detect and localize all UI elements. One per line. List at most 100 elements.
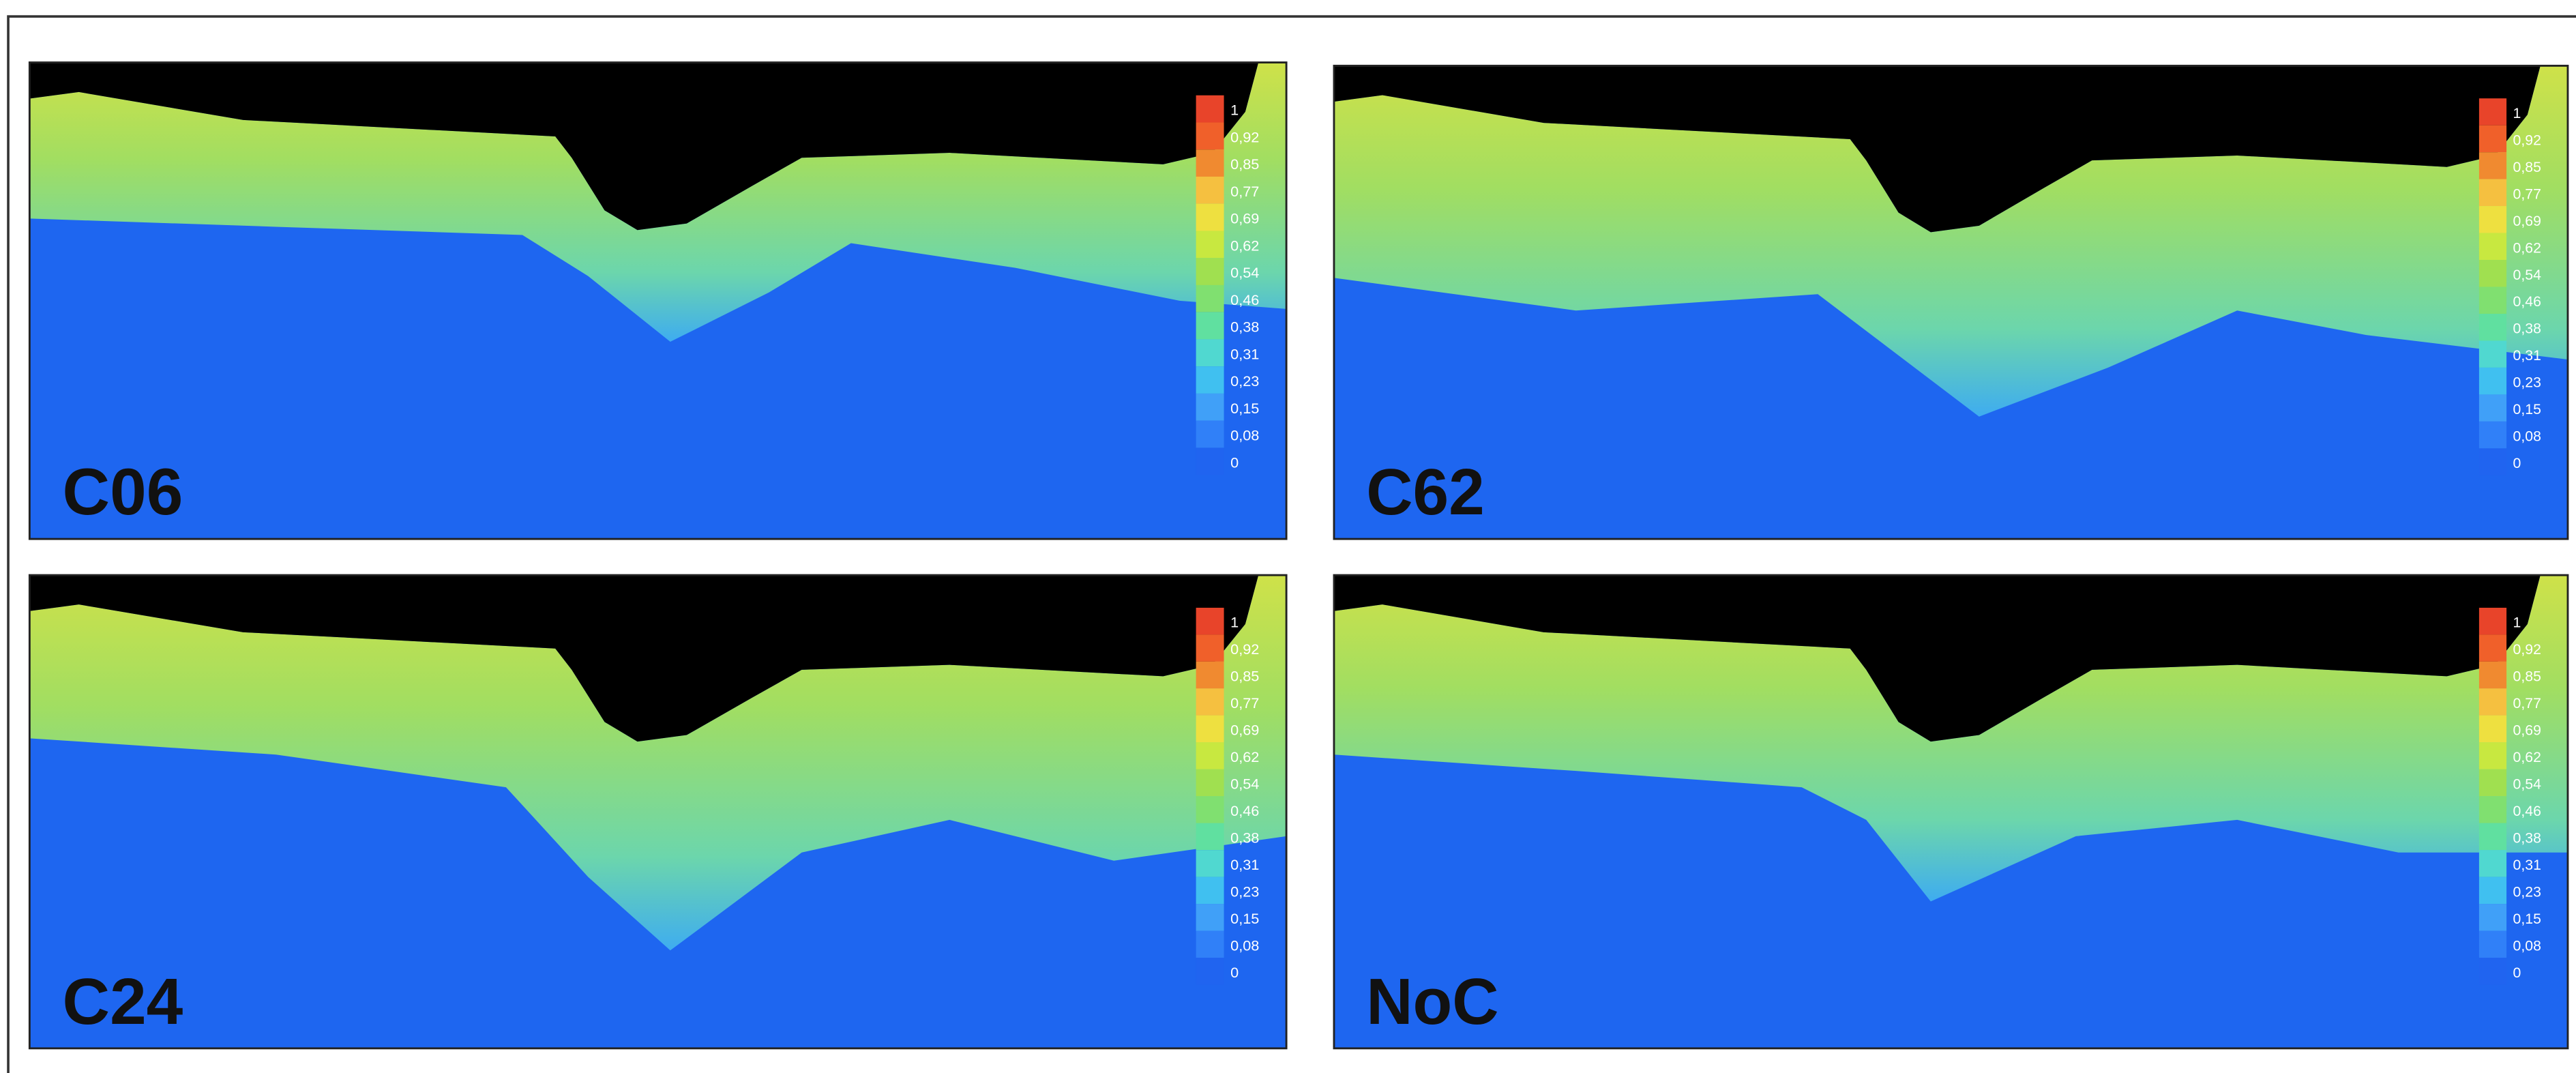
colorbar-label: 0 (1230, 964, 1239, 981)
colorbar-label: 0,77 (1230, 694, 1259, 711)
colorbar-swatch (1196, 231, 1224, 258)
colorbar-label: 0,85 (2513, 159, 2541, 175)
colorbar-label: 0,08 (1230, 427, 1259, 444)
colorbar-label: 0,23 (1230, 372, 1259, 389)
colorbar-swatch (1196, 339, 1224, 366)
colorbar-label: 0,23 (2513, 374, 2541, 391)
colorbar-label: 0,31 (2513, 347, 2541, 364)
colorbar-swatch (1196, 931, 1224, 958)
colorbar-swatch (1196, 688, 1224, 715)
colorbar-swatch (2479, 394, 2506, 421)
colorbar-label: 0,92 (2513, 641, 2541, 658)
panel-label: NoC (1366, 965, 1498, 1038)
colorbar-label: 0,15 (2513, 911, 2541, 927)
colorbar-label: 0,77 (2513, 695, 2541, 711)
colorbar-swatch (1196, 769, 1224, 796)
colorbar-label: 0,54 (1230, 264, 1259, 281)
page: C06 1 0,92 0,85 0,77 0,69 0,62 0,54 0,46 0,38 0,31… (0, 0, 2576, 1073)
panel-label: C62 (1366, 456, 1485, 529)
colorbar-label: 0,46 (2513, 803, 2541, 819)
colorbar-swatch (2479, 742, 2506, 769)
colorbar-swatch (2479, 126, 2506, 152)
colorbar-swatch (1196, 312, 1224, 340)
colorbar-label: 0,69 (1230, 722, 1259, 739)
colorbar-label: 1 (1230, 614, 1239, 631)
colorbar-swatch (2479, 422, 2506, 448)
colorbar-label: 0,38 (1230, 319, 1259, 336)
colorbar-swatch (1196, 285, 1224, 312)
colorbar-swatch (1196, 958, 1224, 984)
colorbar-label: 0,23 (1230, 883, 1259, 900)
colorbar-swatch (1196, 394, 1224, 421)
colorbar-swatch (2479, 608, 2506, 634)
colorbar-swatch (2479, 206, 2506, 233)
colorbar-swatch (2479, 368, 2506, 394)
colorbar-swatch (2479, 179, 2506, 206)
colorbar-swatch (1196, 258, 1224, 285)
colorbar-label: 0,85 (1230, 668, 1259, 685)
colorbar-swatch (2479, 314, 2506, 340)
colorbar-label: 0,31 (1230, 345, 1259, 362)
figure: C06 1 0,92 0,85 0,77 0,69 0,62 0,54 0,46 0,38 0,31… (0, 0, 2576, 1073)
colorbar-swatch (1196, 149, 1224, 177)
colorbar-label: 0,38 (2513, 321, 2541, 337)
colorbar-label: 0,15 (1230, 910, 1259, 927)
colorbar-swatch (1196, 742, 1224, 769)
colorbar-label: 1 (1230, 102, 1239, 119)
map-panel: NoC10,920,850,770,690,620,540,460,380,31… (1334, 575, 2568, 1048)
colorbar-swatch (1196, 421, 1224, 448)
colorbar-label: 0,08 (2513, 428, 2541, 444)
colorbar-swatch (2479, 716, 2506, 742)
colorbar-label: 0,23 (2513, 883, 2541, 900)
colorbar-label: 0,77 (1230, 183, 1259, 200)
colorbar-label: 0,15 (2513, 401, 2541, 417)
colorbar-label: 0,38 (1230, 829, 1259, 846)
colorbar-label: 0 (2513, 965, 2521, 981)
colorbar-label: 0,92 (1230, 128, 1259, 145)
colorbar-swatch (2479, 904, 2506, 930)
colorbar-label: 0,69 (1230, 210, 1259, 227)
colorbar-label: 0,54 (2513, 776, 2541, 792)
colorbar-swatch (1196, 204, 1224, 231)
colorbar-label: 0,92 (1230, 641, 1259, 658)
colorbar-swatch (1196, 95, 1224, 123)
colorbar-swatch (1196, 177, 1224, 204)
colorbar-label: 0,85 (2513, 668, 2541, 684)
colorbar-swatch (2479, 287, 2506, 314)
colorbar-label: 0,62 (2513, 239, 2541, 256)
colorbar-swatch (1196, 823, 1224, 850)
colorbar-label: 0,85 (1230, 156, 1259, 173)
colorbar-swatch (2479, 823, 2506, 850)
colorbar-label: 0 (2513, 455, 2521, 471)
panel-label: C06 (63, 456, 183, 529)
colorbar-swatch (2479, 98, 2506, 125)
colorbar-label: 0,15 (1230, 400, 1259, 417)
colorbar-label: 0 (1230, 454, 1239, 471)
colorbar-label: 0,38 (2513, 829, 2541, 846)
colorbar-swatch (2479, 340, 2506, 367)
colorbar-swatch (2479, 233, 2506, 260)
colorbar-label: 0,46 (1230, 802, 1259, 819)
colorbar-swatch (2479, 688, 2506, 715)
colorbar-swatch (1196, 904, 1224, 930)
colorbar-swatch (2479, 850, 2506, 877)
colorbar-swatch (2479, 662, 2506, 688)
colorbar-label: 0,62 (2513, 749, 2541, 765)
map-panel: C0610,920,850,770,690,620,540,460,380,31… (29, 63, 1286, 540)
colorbar-label: 0,92 (2513, 132, 2541, 148)
colorbar-label: 0,54 (2513, 267, 2541, 283)
colorbar-swatch (2479, 769, 2506, 796)
colorbar-swatch (1196, 447, 1224, 475)
colorbar-swatch (2479, 796, 2506, 823)
colorbar-swatch (1196, 716, 1224, 742)
colorbar-label: 0,46 (1230, 291, 1259, 308)
colorbar-swatch (2479, 958, 2506, 984)
colorbar-swatch (1196, 796, 1224, 823)
colorbar-label: 1 (2513, 615, 2521, 631)
colorbar-swatch (1196, 850, 1224, 877)
colorbar-swatch (2479, 634, 2506, 661)
colorbar-swatch (2479, 448, 2506, 475)
colorbar-label: 0,69 (2513, 722, 2541, 738)
colorbar-swatch (2479, 877, 2506, 904)
colorbar-swatch (2479, 152, 2506, 179)
